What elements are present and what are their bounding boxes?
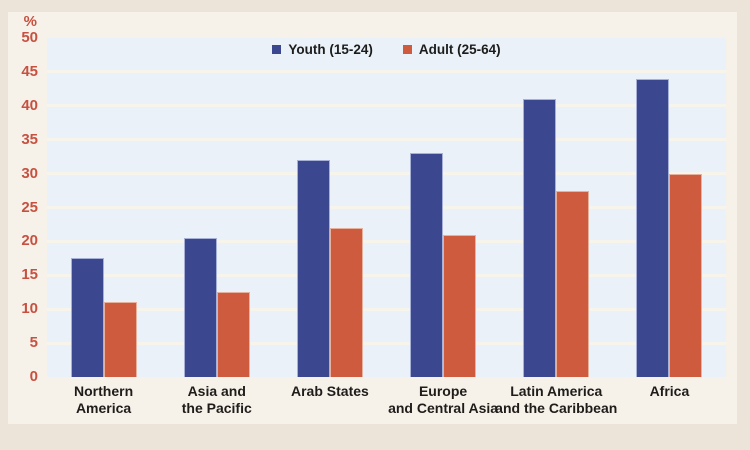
y-axis: % 0 5 10 15 20 25 30 35 40 45 50 xyxy=(8,12,38,424)
y-tick-label-50: 50 xyxy=(21,29,38,46)
y-axis-unit-label: % xyxy=(23,13,37,30)
gridline-35 xyxy=(47,138,726,142)
y-tick-label-35: 35 xyxy=(21,130,38,148)
youth-series-label: Youth (15-24) xyxy=(288,42,373,57)
y-tick-label-0: 0 xyxy=(29,368,38,385)
chart-panel: % 0 5 10 15 20 25 30 35 40 45 50 Youth (15-24) Adu… xyxy=(8,12,737,424)
plot-area: Youth (15-24) Adult (25-64) xyxy=(47,38,726,377)
x-axis-label-northern-america: Northern America xyxy=(74,383,134,416)
youth-series-swatch-icon xyxy=(272,45,282,54)
bar-youth-northern-america xyxy=(70,258,104,377)
y-tick-label-25: 25 xyxy=(21,198,38,216)
bar-adult-africa xyxy=(669,173,703,377)
bar-youth-europe-and-central-asia xyxy=(410,153,444,377)
gridline-20 xyxy=(47,239,726,243)
gridline-5 xyxy=(47,341,726,345)
y-tick-label-30: 30 xyxy=(21,164,38,182)
gridline-40 xyxy=(47,104,726,108)
x-axis-label-africa: Africa xyxy=(649,383,690,399)
chart-legend: Youth (15-24) Adult (25-64) xyxy=(47,42,726,57)
y-tick-label-5: 5 xyxy=(29,334,38,352)
bar-youth-asia-and-the-pacific xyxy=(183,238,217,377)
legend-item-adult: Adult (25-64) xyxy=(402,42,501,57)
x-axis-label-arab-states: Arab States xyxy=(291,383,369,399)
y-tick-label-10: 10 xyxy=(21,300,38,318)
x-axis-label-europe-and-central-asia: Europe and Central Asia xyxy=(388,383,499,416)
x-axis-label-latin-america-and-the-caribbean: Latin America and the Caribbean xyxy=(495,383,618,416)
gridline-30 xyxy=(47,172,726,176)
adult-series-label: Adult (25-64) xyxy=(418,42,501,57)
y-tick-label-20: 20 xyxy=(21,232,38,250)
bar-adult-latin-america-and-the-caribbean xyxy=(556,190,590,377)
bar-adult-northern-america xyxy=(103,302,137,377)
bar-adult-asia-and-the-pacific xyxy=(216,292,250,377)
gridline-15 xyxy=(47,273,726,277)
gridline-25 xyxy=(47,206,726,209)
x-axis-label-asia-and-the-pacific: Asia and the Pacific xyxy=(181,383,252,416)
bar-adult-europe-and-central-asia xyxy=(443,234,477,377)
bar-youth-latin-america-and-the-caribbean xyxy=(523,99,557,377)
bar-adult-arab-states xyxy=(329,227,363,377)
legend-item-youth: Youth (15-24) xyxy=(272,42,373,57)
gridline-45 xyxy=(47,70,726,74)
adult-series-swatch-icon xyxy=(402,45,412,54)
y-tick-label-15: 15 xyxy=(21,266,38,284)
y-tick-label-45: 45 xyxy=(21,62,38,80)
gridline-10 xyxy=(47,307,726,311)
bar-youth-africa xyxy=(636,78,670,377)
y-tick-label-40: 40 xyxy=(21,96,38,114)
bar-youth-arab-states xyxy=(296,160,330,377)
